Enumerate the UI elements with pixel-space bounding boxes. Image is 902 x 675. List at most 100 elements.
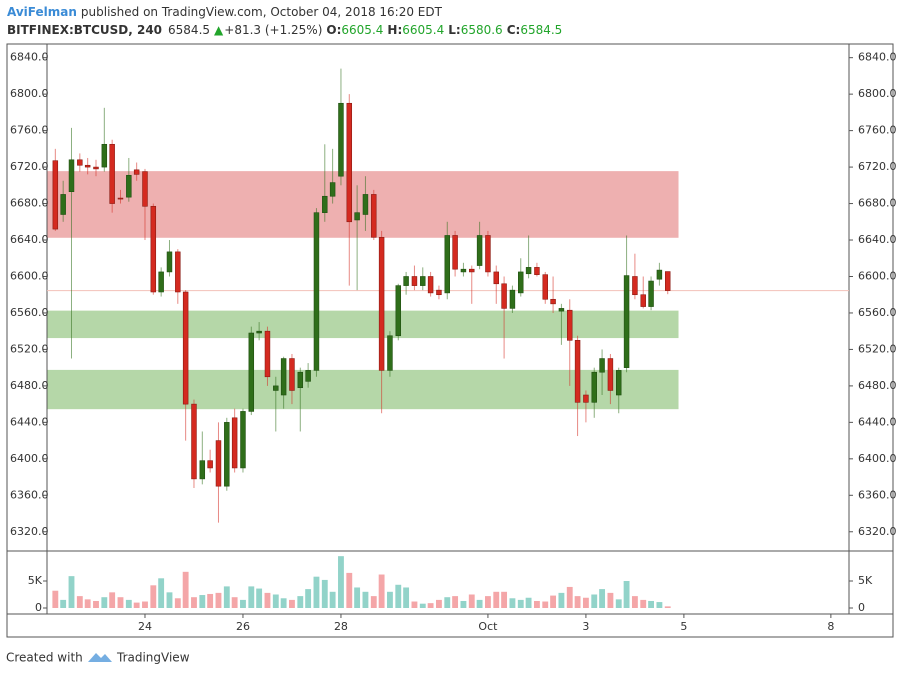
- volume-bar: [142, 601, 148, 608]
- volume-bar: [280, 598, 287, 608]
- candle-body: [623, 275, 630, 368]
- volume-bar: [305, 589, 312, 608]
- candle-body: [444, 235, 450, 294]
- candle-body: [280, 358, 287, 396]
- volume-tick-label: 5K: [28, 574, 43, 587]
- y-tick-label: 6840.0: [858, 51, 897, 64]
- volume-bar: [436, 599, 442, 608]
- volume-bar: [615, 599, 622, 608]
- volume-bar: [133, 602, 140, 608]
- candle-body: [558, 308, 565, 312]
- low-value: 6580.6: [461, 23, 503, 37]
- volume-bar: [493, 591, 500, 608]
- y-tick-label: 6760.0: [858, 124, 897, 137]
- volume-bar: [517, 599, 524, 608]
- candle-body: [101, 143, 108, 168]
- volume-bar: [321, 579, 328, 608]
- y-tick-label: 6360.0: [10, 488, 49, 501]
- candle-body: [240, 411, 246, 469]
- y-tick-label: 6800.0: [10, 87, 49, 100]
- volume-bar: [460, 600, 467, 608]
- candle-body: [436, 289, 442, 296]
- candle-body: [656, 269, 663, 280]
- volume-bar: [525, 597, 532, 608]
- volume-tick-label: 0: [35, 601, 42, 614]
- volume-bar: [272, 594, 279, 608]
- y-tick-label: 6560.0: [858, 306, 897, 319]
- candle-body: [574, 340, 581, 403]
- volume-bar: [256, 588, 263, 608]
- candle-body: [158, 271, 164, 293]
- candle-body: [664, 271, 671, 291]
- brand[interactable]: TradingView: [116, 651, 190, 665]
- volume-bar: [125, 599, 132, 608]
- volume-bar: [378, 574, 385, 608]
- y-tick-label: 6800.0: [858, 87, 897, 100]
- volume-bar: [427, 603, 434, 608]
- candle-body: [378, 236, 385, 371]
- volume-bar: [68, 576, 75, 608]
- volume-bar: [338, 556, 344, 608]
- candle-body: [469, 268, 475, 273]
- candle-body: [322, 195, 328, 213]
- volume-bar: [297, 596, 304, 608]
- volume-bar: [550, 595, 557, 608]
- published: published on TradingView.com, October 04…: [81, 5, 443, 19]
- volume-bar: [656, 602, 663, 608]
- y-tick-label: 6320.0: [858, 525, 897, 538]
- y-tick-label: 6600.0: [10, 269, 49, 282]
- x-tick-label: 3: [582, 620, 589, 633]
- volume-bar: [329, 591, 336, 608]
- author[interactable]: AviFelman: [7, 5, 77, 19]
- candle-body: [509, 289, 516, 309]
- candle-body: [648, 280, 654, 307]
- volume-bar: [215, 592, 222, 608]
- volume-bar: [444, 597, 451, 608]
- candle-body: [150, 205, 157, 293]
- candle-body: [427, 276, 434, 294]
- volume-bar: [395, 584, 402, 608]
- candle-body: [542, 274, 548, 300]
- symbol: BITFINEX:BTCUSD, 240: [7, 23, 162, 37]
- candle-body: [387, 335, 393, 371]
- candle-body: [583, 394, 589, 403]
- y-tick-label: 6680.0: [858, 197, 897, 210]
- x-tick-label: Oct: [478, 620, 498, 633]
- x-tick-label: 28: [334, 620, 348, 633]
- candle-body: [362, 194, 369, 215]
- y-tick-label: 6320.0: [10, 525, 49, 538]
- candle-body: [501, 283, 507, 309]
- candle-body: [199, 460, 206, 480]
- candle-body: [525, 267, 532, 275]
- volume-bar: [174, 598, 181, 608]
- volume-bar: [387, 591, 393, 608]
- volume-bar: [623, 581, 630, 608]
- candle-body: [534, 267, 540, 275]
- zone: [47, 369, 679, 410]
- candle-body: [109, 143, 115, 204]
- change: +81.3 (+1.25%): [224, 23, 322, 37]
- candle-body: [371, 194, 377, 238]
- volume-bar: [289, 599, 295, 608]
- candle-body: [126, 174, 132, 198]
- candle-body: [411, 276, 418, 286]
- volume-bar: [452, 596, 459, 608]
- high-label: H:: [387, 23, 402, 37]
- volume-bar: [60, 599, 67, 608]
- y-tick-label: 6640.0: [858, 233, 897, 246]
- y-tick-label: 6400.0: [10, 452, 49, 465]
- volume-bar: [76, 596, 83, 608]
- y-tick-label: 6680.0: [10, 197, 49, 210]
- x-tick-label: 5: [680, 620, 687, 633]
- volume-bar: [313, 576, 320, 608]
- y-tick-label: 6640.0: [10, 233, 49, 246]
- volume-tick-label: 5K: [858, 574, 873, 587]
- candle-body: [231, 417, 238, 469]
- volume-bar: [607, 592, 614, 608]
- candle-body: [117, 197, 124, 200]
- candle-body: [273, 385, 279, 391]
- candle-body: [182, 291, 189, 405]
- candle-body: [518, 271, 524, 294]
- volume-bar: [582, 597, 589, 608]
- y-tick-label: 6720.0: [858, 160, 897, 173]
